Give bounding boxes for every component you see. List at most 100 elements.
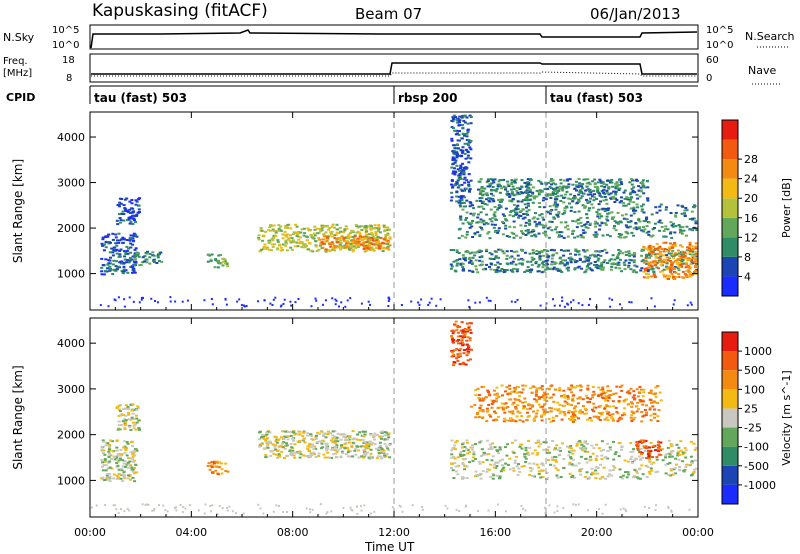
echo-cell <box>373 240 377 243</box>
echo-cell <box>546 411 550 414</box>
echo-cell <box>452 364 456 367</box>
echo-cell <box>386 233 390 236</box>
echo-cell <box>203 512 206 515</box>
echo-cell <box>501 408 505 411</box>
echo-cell <box>648 460 652 463</box>
echo-cell <box>453 151 457 154</box>
echo-cell <box>672 256 675 259</box>
echo-cell <box>122 213 126 215</box>
echo-cell <box>141 261 145 264</box>
echo-cell <box>537 473 541 475</box>
echo-cell <box>131 243 135 246</box>
echo-cell <box>635 271 638 274</box>
echo-cell <box>639 447 643 450</box>
echo-cell <box>629 451 633 453</box>
echo-cell <box>344 305 347 308</box>
echo-cell <box>464 236 468 239</box>
echo-cell <box>123 298 126 301</box>
echo-cell <box>589 268 593 271</box>
echo-cell <box>101 238 105 241</box>
echo-cell <box>575 226 579 229</box>
echo-cell <box>274 444 278 447</box>
echo-cell <box>115 454 119 457</box>
echo-cell <box>554 208 558 211</box>
echo-cell <box>670 265 674 268</box>
echo-cell <box>387 300 390 302</box>
echo-cell <box>569 198 573 201</box>
echo-cell <box>615 181 619 184</box>
echo-cell <box>461 332 465 334</box>
echo-cell <box>631 450 635 453</box>
freq-label-line1: Freq. <box>3 56 28 67</box>
echo-cell <box>467 185 471 188</box>
echo-cell <box>454 465 458 468</box>
echo-cell <box>605 442 609 445</box>
echo-cell <box>545 195 549 198</box>
echo-cell <box>274 296 277 299</box>
echo-cell <box>543 391 546 394</box>
echo-cell <box>499 185 502 188</box>
echo-cell <box>108 480 112 483</box>
echo-cell <box>312 237 316 240</box>
echo-cell <box>664 463 668 466</box>
echo-cell <box>281 237 285 240</box>
echo-cell <box>638 220 642 223</box>
echo-cell <box>632 261 636 264</box>
echo-cell <box>602 207 606 210</box>
echo-cell <box>133 408 137 411</box>
echo-cell <box>452 363 456 365</box>
echo-cell <box>686 246 690 249</box>
echo-cell <box>261 239 265 242</box>
echo-cell <box>115 508 118 511</box>
echo-cell <box>555 267 559 270</box>
echo-cell <box>463 446 467 448</box>
echo-cell <box>517 386 520 388</box>
echo-cell <box>104 444 108 447</box>
echo-cell <box>640 399 643 402</box>
echo-cell <box>313 453 316 456</box>
echo-cell <box>313 225 317 228</box>
echo-cell <box>617 189 621 191</box>
echo-cell <box>667 278 670 280</box>
echo-cell <box>120 453 124 456</box>
echo-cell <box>546 477 550 480</box>
echo-cell <box>223 260 227 263</box>
echo-cell <box>105 474 109 477</box>
echo-cell <box>461 195 465 198</box>
echo-cell <box>640 464 644 467</box>
echo-cell <box>381 247 385 250</box>
echo-cell <box>257 238 261 241</box>
echo-cell <box>115 252 119 255</box>
echo-cell <box>527 208 531 211</box>
echo-cell <box>133 219 137 222</box>
beam-title: Beam 07 <box>355 5 422 23</box>
echo-cell <box>223 258 227 261</box>
echo-cell <box>384 431 388 434</box>
echo-cell <box>538 396 541 399</box>
echo-cell <box>673 277 676 280</box>
echo-cell <box>381 250 385 252</box>
echo-cell <box>512 220 516 223</box>
echo-cell <box>548 406 552 409</box>
echo-cell <box>586 221 590 223</box>
echo-cell <box>118 261 122 264</box>
echo-cell <box>305 455 309 457</box>
echo-cell <box>496 394 499 397</box>
echo-cell <box>528 188 532 191</box>
echo-cell <box>135 471 139 474</box>
echo-cell <box>121 408 125 411</box>
echo-cell <box>474 457 477 460</box>
echo-cell <box>382 238 386 241</box>
echo-cell <box>129 464 133 467</box>
echo-cell <box>630 420 634 422</box>
echo-cell <box>325 442 329 445</box>
echo-cell <box>673 231 677 234</box>
echo-cell <box>541 469 545 472</box>
colorbar-frame <box>721 331 739 505</box>
echo-cell <box>500 187 504 190</box>
echo-cell <box>464 218 468 221</box>
echo-cell <box>621 474 625 477</box>
echo-cell <box>636 401 640 404</box>
echo-cell <box>262 447 266 450</box>
echo-cell <box>130 409 134 412</box>
